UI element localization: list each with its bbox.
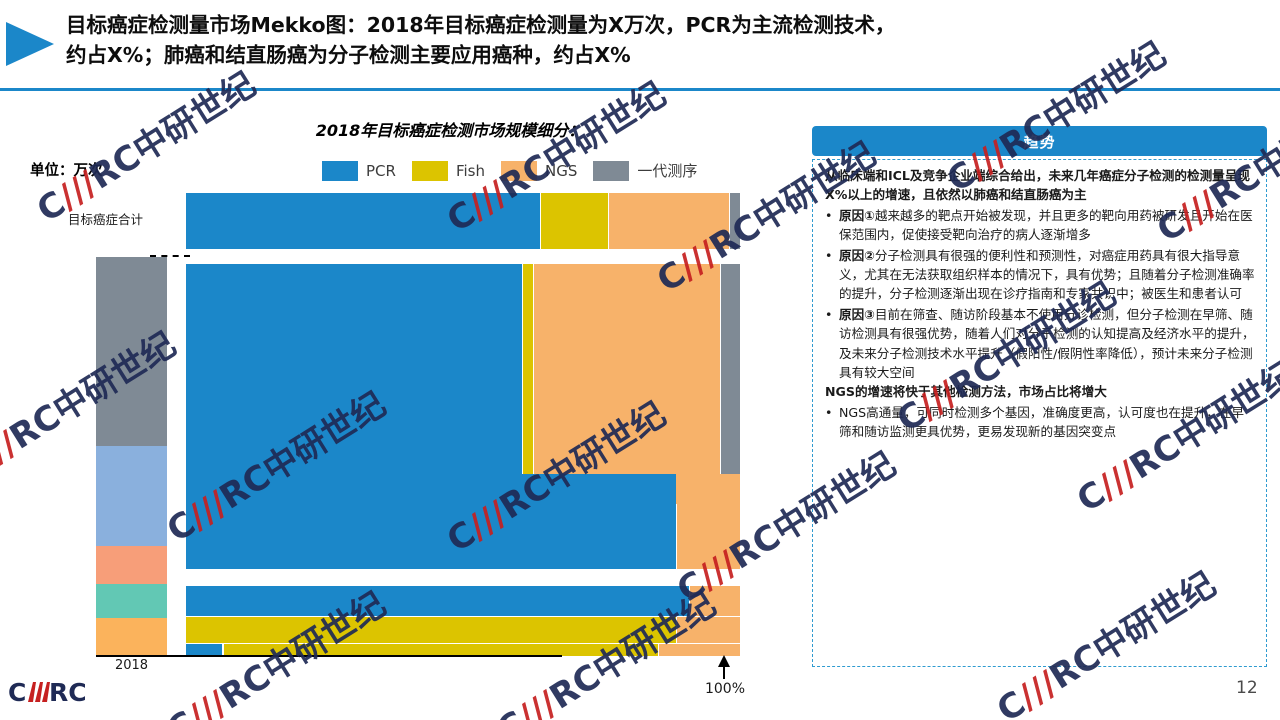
mekko-seg-breast-fish[interactable]: [224, 644, 658, 656]
trend-bullet-3-bold: 原因③: [839, 306, 875, 322]
mekko-seg-gastric-ngs[interactable]: [677, 617, 740, 643]
header-underline: [0, 88, 1280, 91]
legend-item-pcr[interactable]: PCR: [322, 160, 396, 181]
legend-item-fish[interactable]: Fish: [411, 160, 485, 181]
legend-swatch-pcr: [322, 160, 358, 181]
cmrc-logo-svg: C RC: [8, 678, 87, 707]
trend-panel: 趋势 从临床端和ICL及竞争企业端综合给出，未来几年癌症分子检测的检测量呈现X%…: [812, 126, 1267, 667]
connector-dash: [150, 255, 190, 257]
trend-panel-title: 趋势: [812, 126, 1267, 156]
trend-bullet-4: • NGS高通量，可同时检测多个基因，准确度更高，认可度也在提升，在早筛和随访监…: [825, 403, 1256, 442]
trend-bullet-2-text: 原因②分子检测具有很强的便利性和预测性，对癌症用药具有很大指导意义，尤其在无法获…: [839, 246, 1256, 304]
trend-bullet-3: • 原因③目前在筛查、随访阶段基本不使用分诊检测，但分子检测在早筛、随访检测具有…: [825, 305, 1256, 383]
legend-label-ngs: NGS: [544, 161, 578, 180]
mekko-seg-total-pcr[interactable]: [186, 193, 540, 249]
mekko-seg-lung-pcr[interactable]: [186, 264, 522, 504]
legend-swatch-ngs: [500, 160, 537, 181]
chart-legend: PCR Fish NGS 一代测序: [322, 160, 713, 181]
x-axis-line: [96, 655, 562, 657]
svg-text:RC: RC: [49, 678, 87, 707]
mekko-seg-lung-fish[interactable]: [523, 264, 533, 504]
chart-unit-label: 单位：万次: [30, 163, 103, 179]
trend-subhead: NGS的增速将快于其他检测方法，市场占比将增大: [825, 384, 1107, 400]
legend-label-pcr: PCR: [366, 161, 396, 180]
mekko-seg-lung-sanger[interactable]: [721, 264, 740, 504]
trend-bullet-3-body: 目前在筛查、随访阶段基本不使用分诊检测，但分子检测在早筛、随访检测具有很强优势，…: [839, 306, 1255, 381]
page-number: 12: [1236, 678, 1258, 698]
mekko-seg-total-fish[interactable]: [541, 193, 608, 249]
trend-bullet-2-body: 分子检测具有很强的便利性和预测性，对癌症用药具有很大指导意义，尤其在无法获取组织…: [839, 247, 1255, 302]
mekko-row-breast: [186, 644, 740, 656]
x-axis-tick-2018: 2018: [114, 658, 149, 673]
mekko-seg-total-sanger[interactable]: [730, 193, 740, 249]
legend-label-fish: Fish: [455, 161, 485, 180]
trend-panel-body: 从临床端和ICL及竞争企业端综合给出，未来几年癌症分子检测的检测量呈现X%以上的…: [812, 159, 1267, 667]
page-title: 目标癌症检测量市场Mekko图：2018年目标癌症检测量为X万次，PCR为主流检…: [66, 10, 1266, 70]
trend-bullet-1-text: 原因①越来越多的靶点开始被发现，并且更多的靶向用药被研发且开始在医保范围内，促使…: [839, 206, 1256, 245]
mekko-seg-breast-ngs[interactable]: [659, 644, 740, 656]
svg-text:C: C: [8, 678, 26, 707]
trend-bullet-1-bold: 原因①: [839, 207, 875, 223]
trend-bullet-4-body: NGS高通量，可同时检测多个基因，准确度更高，认可度也在提升，在早筛和随访监测更…: [839, 404, 1244, 440]
left-column-stack: [96, 257, 167, 655]
mekko-seg-blood-pcr[interactable]: [186, 586, 689, 616]
mekko-seg-breast-pcr[interactable]: [186, 644, 222, 656]
cmrc-logo: C RC: [8, 676, 92, 710]
trend-bullet-1: • 原因①越来越多的靶点开始被发现，并且更多的靶向用药被研发且开始在医保范围内，…: [825, 206, 1256, 245]
trend-bullet-2-bold: 原因②: [839, 247, 875, 263]
trend-intro: 从临床端和ICL及竞争企业端综合给出，未来几年癌症分子检测的检测量呈现X%以上的…: [825, 168, 1250, 203]
left-seg-colorectal: [96, 446, 167, 546]
triangle-bullet-icon: [6, 22, 54, 66]
legend-swatch-sanger: [593, 160, 630, 181]
left-seg-breast: [96, 618, 167, 655]
mekko-row-gastric: [186, 617, 740, 643]
mekko-row-blood: [186, 586, 740, 616]
legend-item-ngs[interactable]: NGS: [500, 160, 578, 181]
page-title-line1: 目标癌症检测量市场Mekko图：2018年目标癌症检测量为X万次，PCR为主流检…: [66, 13, 896, 37]
mekko-row-colorectal: [186, 474, 740, 569]
bullet-dot-icon: •: [825, 247, 833, 263]
bullet-dot-icon: •: [825, 306, 833, 322]
left-seg-blood: [96, 546, 167, 584]
page-title-line2: 约占X%；肺癌和结直肠癌为分子检测主要应用癌种，约占X%: [66, 43, 631, 67]
bullet-dot-icon: •: [825, 404, 833, 420]
left-seg-lung: [96, 257, 167, 446]
legend-label-sanger: 一代测序: [637, 162, 698, 180]
mekko-seg-total-ngs[interactable]: [609, 193, 729, 249]
left-seg-gastric: [96, 584, 167, 618]
slide-header: 目标癌症检测量市场Mekko图：2018年目标癌症检测量为X万次，PCR为主流检…: [0, 0, 1280, 92]
trend-bullet-2: • 原因②分子检测具有很强的便利性和预测性，对癌症用药具有很大指导意义，尤其在无…: [825, 246, 1256, 304]
mekko-seg-blood-ngs[interactable]: [690, 586, 740, 616]
trend-bullet-3-text: 原因③目前在筛查、随访阶段基本不使用分诊检测，但分子检测在早筛、随访检测具有很强…: [839, 305, 1256, 383]
trend-bullet-1-body: 越来越多的靶点开始被发现，并且更多的靶向用药被研发且开始在医保范围内，促使接受靶…: [839, 207, 1253, 243]
percent-annotation: 100%: [704, 681, 746, 697]
percent-arrow-icon: [718, 655, 730, 667]
mekko-row-lung: [186, 264, 740, 504]
mekko-row-total: [186, 193, 740, 249]
mekko-seg-gastric-fish[interactable]: [186, 617, 676, 643]
mekko-seg-colorectal-ngs[interactable]: [677, 474, 740, 569]
legend-item-sanger[interactable]: 一代测序: [593, 160, 697, 181]
chart-subtitle: 2018年目标癌症检测市场规模细分：: [315, 121, 585, 140]
legend-swatch-fish: [411, 160, 448, 181]
bullet-dot-icon: •: [825, 207, 833, 223]
mekko-seg-colorectal-pcr[interactable]: [186, 474, 676, 569]
mekko-seg-lung-ngs[interactable]: [534, 264, 720, 504]
axis-label-total: 目标癌症合计: [67, 212, 143, 227]
percent-arrow-stem: [723, 665, 725, 679]
